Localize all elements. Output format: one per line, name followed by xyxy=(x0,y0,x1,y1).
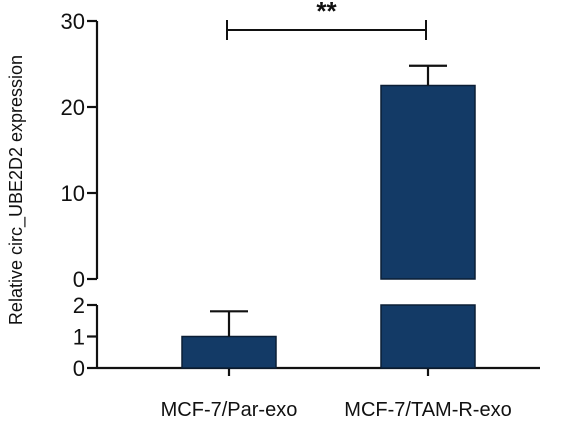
y-tick-label: 1 xyxy=(73,325,85,350)
x-tick-label: MCF-7/TAM-R-exo xyxy=(344,399,511,421)
y-tick-label: 20 xyxy=(61,95,85,120)
significance-label: ** xyxy=(316,0,337,26)
bar-lower-segment xyxy=(380,304,476,369)
y-tick-label: 0 xyxy=(73,267,85,292)
x-tick-label: MCF-7/Par-exo xyxy=(161,399,298,421)
y-tick-label: 30 xyxy=(61,9,85,34)
y-tick-label: 0 xyxy=(73,356,85,381)
y-tick-label: 2 xyxy=(73,293,85,318)
y-axis-label: Relative circ_UBE2D2 expression xyxy=(6,55,27,325)
y-tick-label: 10 xyxy=(61,181,85,206)
bar xyxy=(181,335,277,369)
bar-upper-segment xyxy=(380,84,476,280)
